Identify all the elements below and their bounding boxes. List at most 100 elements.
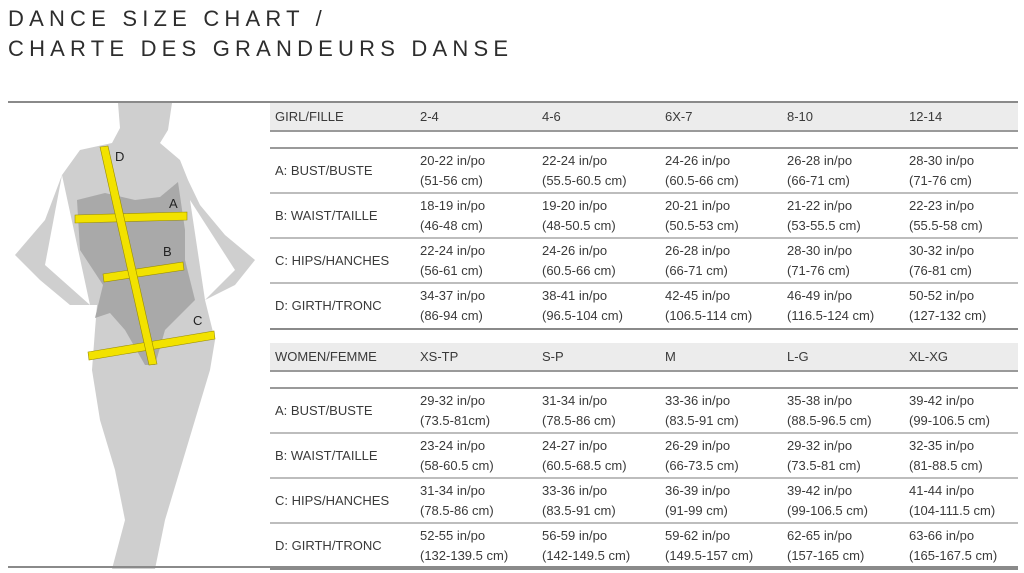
value-inches: 52-55 in/po bbox=[420, 528, 486, 543]
table-row: D: GIRTH/TRONC 52-55 in/po (132-139.5 cm) 5… bbox=[270, 522, 1018, 570]
size-header: XS-TP bbox=[420, 349, 459, 364]
size-header: L-G bbox=[787, 349, 809, 364]
label-b: B bbox=[163, 244, 172, 259]
tape-bust bbox=[74, 211, 188, 224]
value-cm: (71-76 cm) bbox=[909, 173, 972, 188]
label-a: A bbox=[169, 196, 178, 211]
value-cm: (99-106.5 cm) bbox=[909, 413, 990, 428]
value-inches: 28-30 in/po bbox=[787, 243, 853, 258]
measurement-label: D: GIRTH/TRONC bbox=[275, 298, 382, 313]
value-cm: (99-106.5 cm) bbox=[787, 503, 868, 518]
table-row: C: HIPS/HANCHES 31-34 in/po (78.5-86 cm) 33… bbox=[270, 477, 1018, 523]
table-row: A: BUST/BUSTE 20-22 in/po (51-56 cm) 22-24 … bbox=[270, 147, 1018, 193]
measurement-label: A: BUST/BUSTE bbox=[275, 163, 373, 178]
value-inches: 24-27 in/po bbox=[542, 438, 608, 453]
value-cm: (66-71 cm) bbox=[787, 173, 850, 188]
value-cm: (81-88.5 cm) bbox=[909, 458, 983, 473]
value-cm: (73.5-81cm) bbox=[420, 413, 491, 428]
value-inches: 22-24 in/po bbox=[542, 153, 608, 168]
label-c: C bbox=[193, 313, 202, 328]
value-inches: 22-23 in/po bbox=[909, 198, 975, 213]
value-inches: 26-29 in/po bbox=[665, 438, 731, 453]
value-cm: (60.5-66 cm) bbox=[665, 173, 739, 188]
value-inches: 59-62 in/po bbox=[665, 528, 731, 543]
value-cm: (86-94 cm) bbox=[420, 308, 483, 323]
value-cm: (104-111.5 cm) bbox=[909, 503, 996, 518]
value-cm: (83.5-91 cm) bbox=[542, 503, 616, 518]
label-d: D bbox=[115, 149, 124, 164]
value-inches: 50-52 in/po bbox=[909, 288, 975, 303]
value-cm: (132-139.5 cm) bbox=[420, 548, 509, 563]
arm-gap-left bbox=[45, 175, 90, 305]
value-inches: 56-59 in/po bbox=[542, 528, 608, 543]
value-cm: (78.5-86 cm) bbox=[420, 503, 494, 518]
value-inches: 26-28 in/po bbox=[665, 243, 731, 258]
value-inches: 36-39 in/po bbox=[665, 483, 731, 498]
value-cm: (50.5-53 cm) bbox=[665, 218, 739, 233]
top-divider bbox=[8, 101, 1018, 103]
value-inches: 28-30 in/po bbox=[909, 153, 975, 168]
value-inches: 19-20 in/po bbox=[542, 198, 608, 213]
value-cm: (149.5-157 cm) bbox=[665, 548, 754, 563]
table-row: D: GIRTH/TRONC 34-37 in/po (86-94 cm) 38-41… bbox=[270, 282, 1018, 330]
value-inches: 34-37 in/po bbox=[420, 288, 486, 303]
value-inches: 21-22 in/po bbox=[787, 198, 853, 213]
body-measurement-figure: D A B C bbox=[15, 103, 255, 569]
value-inches: 39-42 in/po bbox=[909, 393, 975, 408]
value-cm: (56-61 cm) bbox=[420, 263, 483, 278]
value-cm: (55.5-58 cm) bbox=[909, 218, 983, 233]
table-row: B: WAIST/TAILLE 18-19 in/po (46-48 cm) 19-2… bbox=[270, 192, 1018, 238]
value-inches: 24-26 in/po bbox=[665, 153, 731, 168]
value-cm: (66-71 cm) bbox=[665, 263, 728, 278]
value-inches: 20-21 in/po bbox=[665, 198, 731, 213]
value-cm: (66-73.5 cm) bbox=[665, 458, 739, 473]
value-inches: 30-32 in/po bbox=[909, 243, 975, 258]
value-inches: 38-41 in/po bbox=[542, 288, 608, 303]
value-inches: 33-36 in/po bbox=[542, 483, 608, 498]
value-inches: 35-38 in/po bbox=[787, 393, 853, 408]
measuring-tapes bbox=[74, 145, 216, 366]
size-header: S-P bbox=[542, 349, 564, 364]
value-inches: 32-35 in/po bbox=[909, 438, 975, 453]
value-cm: (60.5-68.5 cm) bbox=[542, 458, 627, 473]
tape-waist bbox=[102, 261, 185, 283]
value-cm: (96.5-104 cm) bbox=[542, 308, 623, 323]
value-inches: 33-36 in/po bbox=[665, 393, 731, 408]
measurement-label: C: HIPS/HANCHES bbox=[275, 253, 390, 268]
value-cm: (78.5-86 cm) bbox=[542, 413, 616, 428]
size-header: XL-XG bbox=[909, 349, 949, 364]
value-inches: 20-22 in/po bbox=[420, 153, 486, 168]
value-cm: (83.5-91 cm) bbox=[665, 413, 739, 428]
value-cm: (51-56 cm) bbox=[420, 173, 483, 188]
table-row: A: BUST/BUSTE 29-32 in/po (73.5-81cm) 31-34… bbox=[270, 387, 1018, 433]
value-cm: (46-48 cm) bbox=[420, 218, 483, 233]
value-inches: 24-26 in/po bbox=[542, 243, 608, 258]
page-subtitle: CHARTE DES GRANDEURS DANSE bbox=[8, 36, 514, 61]
size-header: 12-14 bbox=[909, 109, 943, 124]
value-cm: (55.5-60.5 cm) bbox=[542, 173, 627, 188]
size-header: 8-10 bbox=[787, 109, 814, 124]
table-row: B: WAIST/TAILLE 23-24 in/po (58-60.5 cm) 24… bbox=[270, 432, 1018, 478]
value-cm: (127-132 cm) bbox=[909, 308, 987, 323]
value-inches: 41-44 in/po bbox=[909, 483, 975, 498]
size-header: M bbox=[665, 349, 676, 364]
value-cm: (58-60.5 cm) bbox=[420, 458, 494, 473]
section-title: GIRL/FILLE bbox=[275, 109, 344, 124]
value-cm: (71-76 cm) bbox=[787, 263, 850, 278]
value-inches: 31-34 in/po bbox=[542, 393, 608, 408]
value-inches: 42-45 in/po bbox=[665, 288, 731, 303]
measurement-label: D: GIRTH/TRONC bbox=[275, 538, 382, 553]
value-cm: (88.5-96.5 cm) bbox=[787, 413, 872, 428]
value-cm: (60.5-66 cm) bbox=[542, 263, 616, 278]
table-row: C: HIPS/HANCHES 22-24 in/po (56-61 cm) 24-2… bbox=[270, 237, 1018, 283]
value-inches: 31-34 in/po bbox=[420, 483, 486, 498]
value-cm: (91-99 cm) bbox=[665, 503, 728, 518]
value-cm: (142-149.5 cm) bbox=[542, 548, 631, 563]
size-header: 6X-7 bbox=[665, 109, 693, 124]
size-header: 4-6 bbox=[542, 109, 561, 124]
measurement-label: A: BUST/BUSTE bbox=[275, 403, 373, 418]
value-cm: (106.5-114 cm) bbox=[665, 308, 753, 323]
section-title: WOMEN/FEMME bbox=[275, 349, 377, 364]
value-inches: 46-49 in/po bbox=[787, 288, 853, 303]
measurement-label: B: WAIST/TAILLE bbox=[275, 448, 378, 463]
